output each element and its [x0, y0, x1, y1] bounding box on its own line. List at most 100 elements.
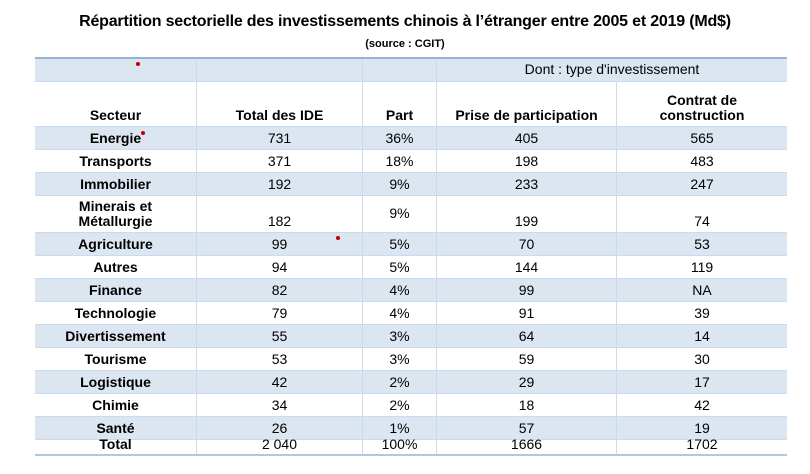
cell-part: 100%	[363, 436, 437, 454]
cell-total: 192	[197, 173, 363, 195]
column-header-secteur: Secteur	[35, 82, 197, 126]
table-row-autres: Autres 94 5% 144 119	[35, 256, 787, 279]
cell-total: 182	[197, 196, 363, 232]
table-row-tourisme: Tourisme 53 3% 59 30	[35, 348, 787, 371]
table-row-divertissement: Divertissement 55 3% 64 14	[35, 325, 787, 348]
cell-contrat: 17	[694, 374, 710, 391]
column-header-prise: Prise de participation	[437, 82, 617, 126]
column-header-contrat: Contrat de construction	[659, 91, 745, 124]
cell-contrat: 565	[690, 130, 714, 147]
group-header-dont: Dont : type d'investissement	[524, 61, 700, 78]
cell-part: 3%	[363, 348, 437, 370]
cell-secteur: Tourisme	[35, 348, 197, 370]
table-row-technologie: Technologie 79 4% 91 39	[35, 302, 787, 325]
cell-contrat: 53	[694, 236, 710, 253]
cell-prise: 199	[437, 196, 617, 232]
cell-contrat: 14	[694, 328, 710, 345]
cell-secteur: Chimie	[35, 394, 197, 416]
cell-part: 1%	[363, 417, 437, 439]
red-dot-marker	[141, 131, 145, 135]
cell-part: 5%	[363, 233, 437, 255]
group-header-spacer	[197, 59, 363, 81]
page-title: Répartition sectorielle des investisseme…	[79, 13, 731, 30]
cell-total: 53	[197, 348, 363, 370]
cell-prise: 18	[437, 394, 617, 416]
cell-contrat: 74	[694, 213, 710, 230]
cell-total: 55	[197, 325, 363, 347]
cell-secteur: Logistique	[35, 371, 197, 393]
cell-part: 36%	[363, 127, 437, 149]
cell-contrat: 42	[694, 397, 710, 414]
cell-prise: 29	[437, 371, 617, 393]
cell-total: 371	[197, 150, 363, 172]
cell-secteur: Autres	[35, 256, 197, 278]
cell-secteur: Transports	[35, 150, 197, 172]
cell-prise: 91	[437, 302, 617, 324]
cell-prise: 144	[437, 256, 617, 278]
cell-total: 94	[197, 256, 363, 278]
cell-secteur: Technologie	[35, 302, 197, 324]
cell-total: 99	[197, 233, 363, 255]
group-header-spacer	[35, 59, 197, 81]
red-dot-marker	[336, 236, 340, 240]
cell-contrat: NA	[692, 282, 712, 299]
column-header-total-ide: Total des IDE	[197, 82, 363, 126]
red-dot-marker	[136, 62, 140, 66]
cell-secteur: Divertissement	[35, 325, 197, 347]
table-row-logistique: Logistique 42 2% 29 17	[35, 371, 787, 394]
cell-contrat: 30	[694, 351, 710, 368]
cell-prise: 59	[437, 348, 617, 370]
table-row-minerais: Minerais et Métallurgie 182 9% 199 74	[35, 196, 787, 233]
cell-total: 34	[197, 394, 363, 416]
cell-contrat: 1702	[686, 436, 718, 453]
group-header-spacer	[363, 59, 437, 81]
table-row-sante: Santé 26 1% 57 19	[35, 417, 787, 440]
table-row-chimie: Chimie 34 2% 18 42	[35, 394, 787, 417]
cell-contrat: 119	[690, 259, 714, 276]
table-row-energie: Energie 731 36% 405 565	[35, 127, 787, 150]
column-header-part: Part	[363, 82, 437, 126]
cell-contrat: 39	[694, 305, 710, 322]
cell-total: 82	[197, 279, 363, 301]
cell-total: 79	[197, 302, 363, 324]
cell-total: 731	[197, 127, 363, 149]
cell-part: 4%	[363, 302, 437, 324]
cell-prise: 405	[437, 127, 617, 149]
cell-total: 26	[197, 417, 363, 439]
cell-part: 9%	[363, 196, 437, 232]
table-row-transports: Transports 371 18% 198 483	[35, 150, 787, 173]
cell-secteur: Santé	[35, 417, 197, 439]
cell-contrat: 19	[694, 420, 710, 437]
cell-part: 2%	[363, 371, 437, 393]
cell-secteur: Minerais et Métallurgie	[35, 196, 197, 232]
cell-prise: 99	[437, 279, 617, 301]
cell-part: 18%	[363, 150, 437, 172]
table-row-total: Total 2 040 100% 1666 1702	[35, 436, 787, 456]
table-group-header-row: Dont : type d'investissement	[35, 59, 787, 82]
cell-part: 9%	[363, 173, 437, 195]
table-row-agriculture: Agriculture 99 5% 70 53	[35, 233, 787, 256]
table-header-row: Secteur Total des IDE Part Prise de part…	[35, 82, 787, 127]
cell-part: 3%	[363, 325, 437, 347]
cell-prise: 233	[437, 173, 617, 195]
cell-secteur: Immobilier	[35, 173, 197, 195]
table-row-finance: Finance 82 4% 99 NA	[35, 279, 787, 302]
investments-table: Dont : type d'investissement Secteur Tot…	[35, 57, 787, 456]
cell-secteur: Finance	[35, 279, 197, 301]
cell-secteur: Total	[35, 436, 197, 454]
cell-prise: 70	[437, 233, 617, 255]
cell-secteur: Agriculture	[35, 233, 197, 255]
cell-part: 4%	[363, 279, 437, 301]
page-subtitle: (source : CGIT)	[365, 38, 445, 50]
cell-prise: 1666	[437, 436, 617, 454]
cell-total: 2 040	[197, 436, 363, 454]
cell-part: 2%	[363, 394, 437, 416]
cell-secteur: Energie	[35, 127, 197, 149]
cell-contrat: 247	[690, 176, 714, 193]
cell-contrat: 483	[690, 153, 714, 170]
cell-prise: 57	[437, 417, 617, 439]
table-row-immobilier: Immobilier 192 9% 233 247	[35, 173, 787, 196]
cell-prise: 64	[437, 325, 617, 347]
cell-total: 42	[197, 371, 363, 393]
